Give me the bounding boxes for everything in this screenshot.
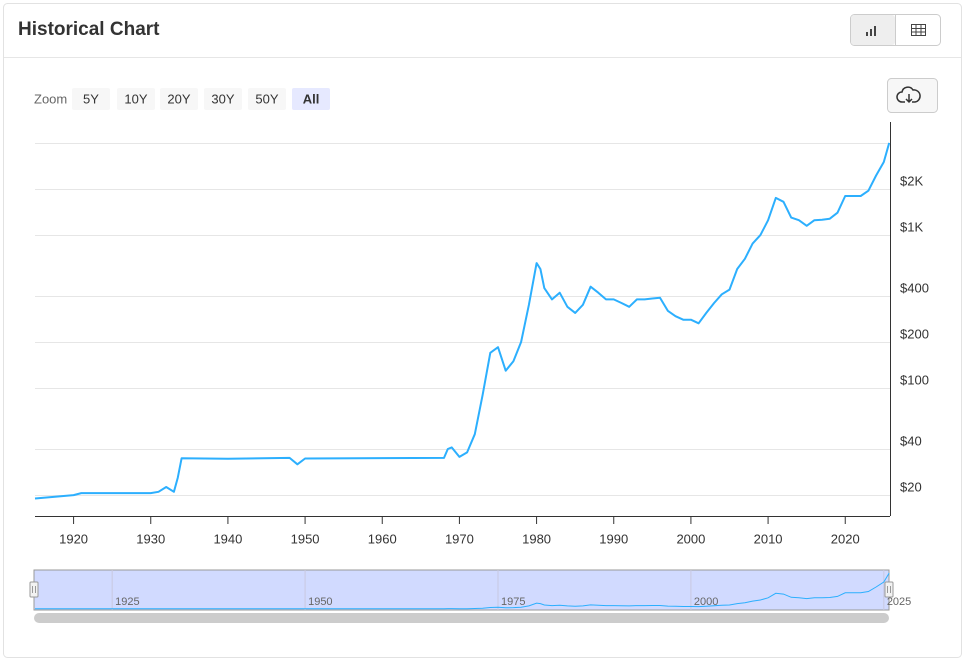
download-frame[interactable] xyxy=(887,78,938,113)
navigator-handle[interactable] xyxy=(884,581,894,598)
zoom-button-label: 5Y xyxy=(83,91,99,106)
y-tick-label: $100 xyxy=(900,373,929,388)
x-tick-label: 1990 xyxy=(599,531,628,546)
zoom-button-label: 10Y xyxy=(124,91,147,106)
x-tick-label: 1970 xyxy=(445,531,474,546)
navigator-tick-label: 2000 xyxy=(694,596,718,608)
zoom-button-label: 50Y xyxy=(255,91,278,106)
zoom-label: Zoom xyxy=(34,91,67,106)
zoom-button-label: 20Y xyxy=(167,91,190,106)
zoom-button-label: All xyxy=(303,91,320,106)
zoom-button[interactable] xyxy=(117,88,155,110)
y-tick-label: $2K xyxy=(900,173,923,188)
x-tick-label: 2000 xyxy=(676,531,705,546)
x-tick-label: 1920 xyxy=(59,531,88,546)
handle-grip xyxy=(887,586,891,593)
x-tick-label: 1930 xyxy=(136,531,165,546)
zoom-button[interactable] xyxy=(248,88,286,110)
zoom-button[interactable] xyxy=(72,88,110,110)
navigator-tick-label: 2025 xyxy=(887,596,911,608)
download-button[interactable] xyxy=(887,78,938,113)
price-line xyxy=(34,142,891,500)
navigator-tick-label: 1925 xyxy=(115,596,139,608)
navigator: 1925 1950 1975 2000 2025 xyxy=(29,569,911,623)
view-toggle xyxy=(850,14,941,46)
zoom-button-label: 30Y xyxy=(211,91,234,106)
bar-icon xyxy=(866,26,876,36)
chart-view-button[interactable] xyxy=(851,15,895,45)
y-tick-label: $40 xyxy=(900,433,922,448)
navigator-tick-label: 1975 xyxy=(501,596,525,608)
zoom-bar: Zoom 5Y 10Y 20Y 30Y 50Y All xyxy=(34,88,330,110)
x-tick-label: 2010 xyxy=(754,531,783,546)
x-tick-label: 2020 xyxy=(831,531,860,546)
y-tick-label: $200 xyxy=(900,326,929,341)
handle-grip xyxy=(32,586,36,593)
x-tick-label: 1960 xyxy=(368,531,397,546)
table-view-button[interactable] xyxy=(896,15,940,45)
card xyxy=(3,3,962,658)
scrollbar[interactable] xyxy=(34,613,889,623)
plot-area: $20 $40 $100 $200 $400 $1K $2K 1920 1930 1940 1950… xyxy=(34,122,929,546)
navigator-handle[interactable] xyxy=(29,581,39,598)
x-tick-label: 1950 xyxy=(291,531,320,546)
y-tick-label: $1K xyxy=(900,220,923,235)
navigator-mask xyxy=(33,569,890,611)
table-icon xyxy=(911,24,926,36)
navigator-tick-label: 1950 xyxy=(308,596,332,608)
zoom-button[interactable] xyxy=(160,88,198,110)
zoom-button[interactable] xyxy=(204,88,242,110)
x-tick-label: 1980 xyxy=(522,531,551,546)
x-tick-label: 1940 xyxy=(213,531,242,546)
y-tick-label: $20 xyxy=(900,480,922,495)
download-icon xyxy=(896,86,921,104)
chart-title: Historical Chart xyxy=(18,19,160,40)
zoom-button[interactable] xyxy=(292,88,330,110)
y-tick-label: $400 xyxy=(900,280,929,295)
navigator-line xyxy=(35,572,890,610)
